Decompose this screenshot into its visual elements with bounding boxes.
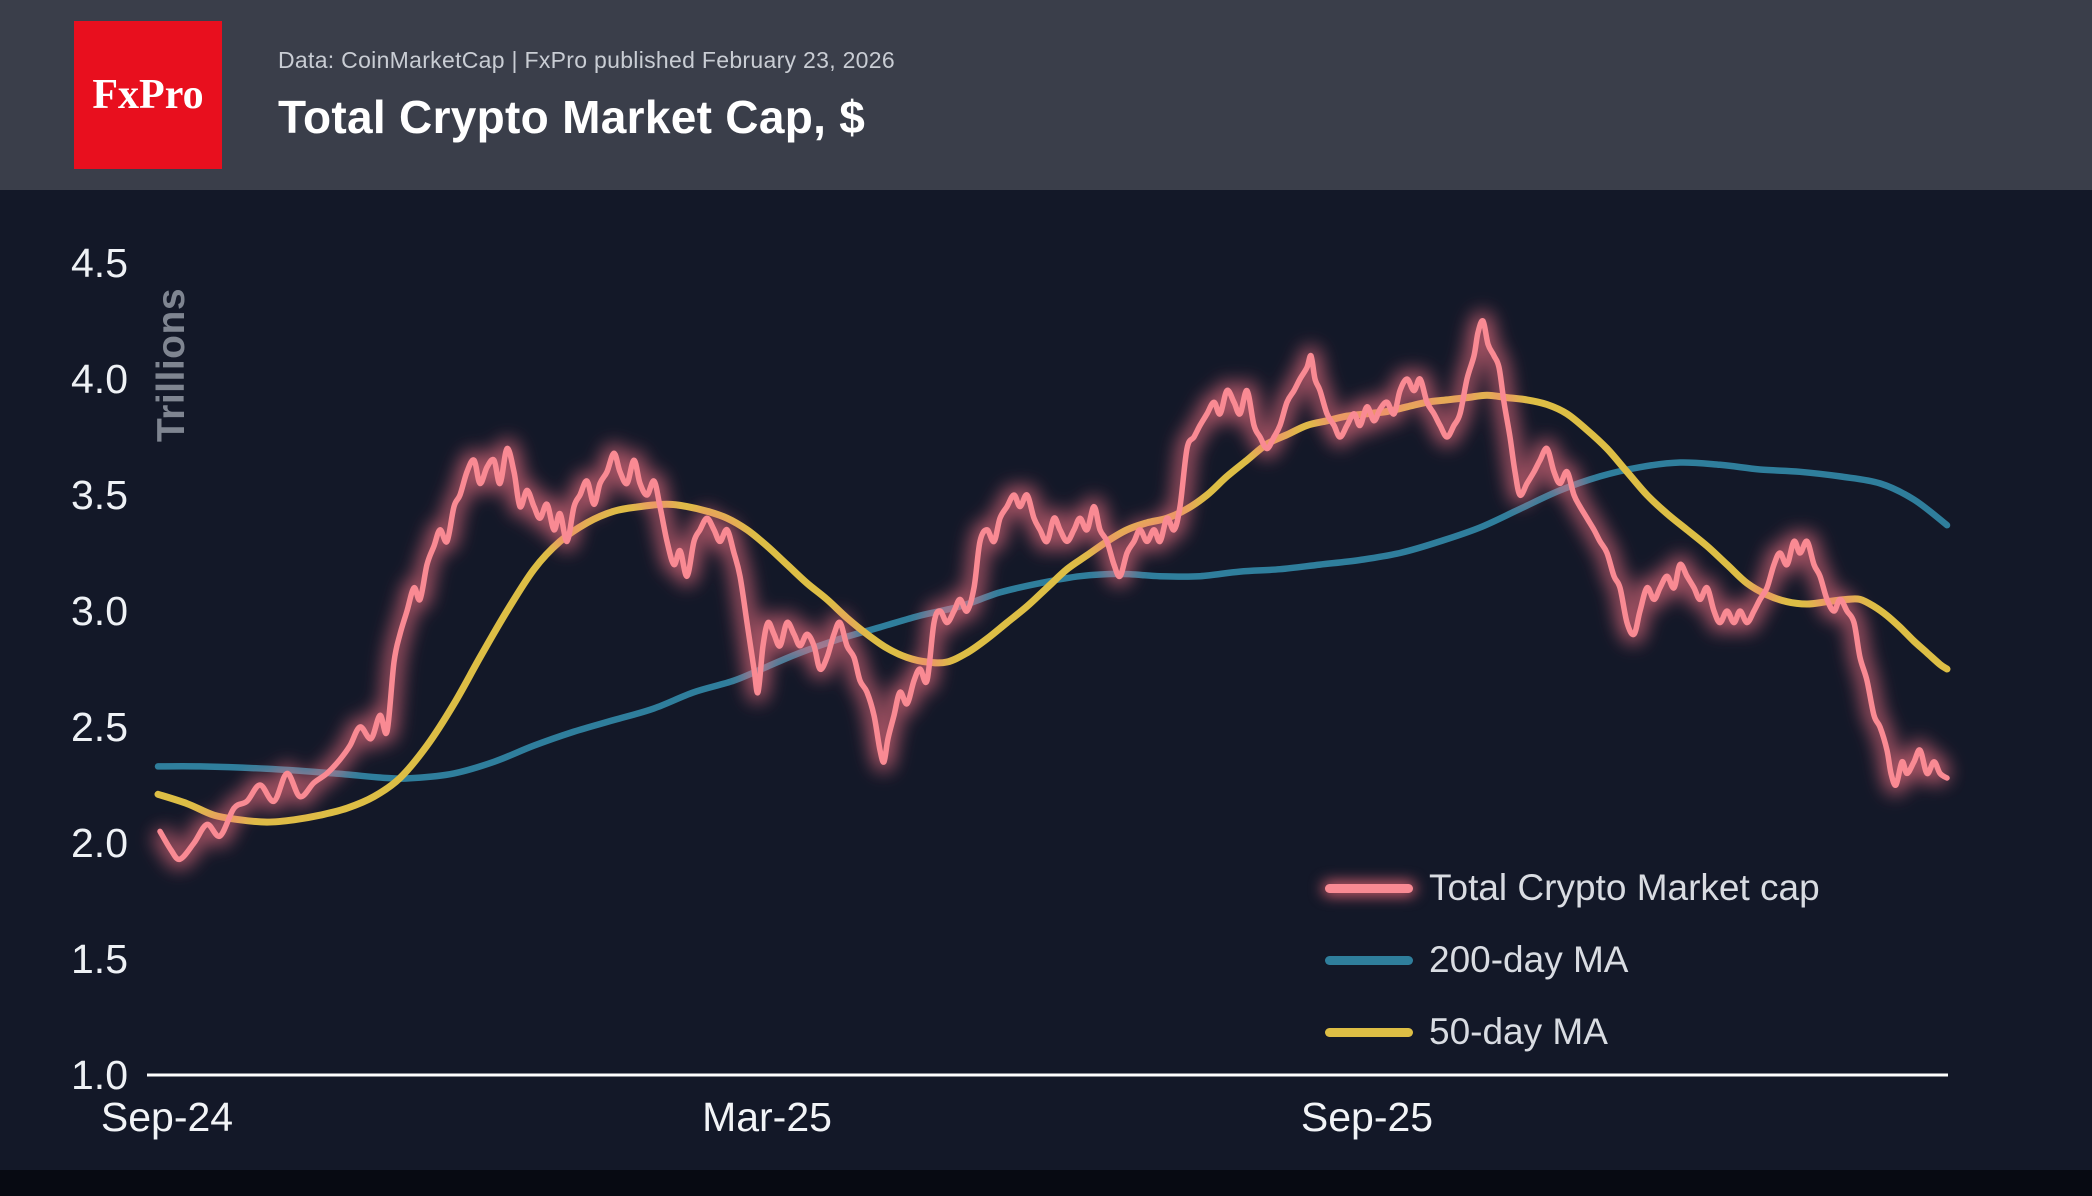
y-tick-label: 1.0 xyxy=(71,1052,128,1098)
y-tick-label: 4.0 xyxy=(71,356,128,402)
series-200day-ma xyxy=(154,459,1951,782)
x-tick-label: Sep-25 xyxy=(1301,1094,1433,1140)
y-tick-label: 4.5 xyxy=(71,240,128,286)
legend-swatch-200day-ma xyxy=(1325,955,1413,965)
legend-label-200day-ma: 200-day MA xyxy=(1429,939,1629,980)
page-title: Total Crypto Market Cap, $ xyxy=(278,90,866,143)
legend-label-market-cap: Total Crypto Market cap xyxy=(1429,867,1820,908)
legend-item-50day-ma: 50-day MA xyxy=(1325,996,1820,1068)
chart-legend: Total Crypto Market cap 200-day MA 50-da… xyxy=(1325,852,1820,1068)
y-tick-label: 2.0 xyxy=(71,820,128,866)
source-attribution: Data: CoinMarketCap | FxPro published Fe… xyxy=(278,46,895,73)
header-bar: FxPro Data: CoinMarketCap | FxPro publis… xyxy=(0,0,2092,190)
legend-item-200day-ma: 200-day MA xyxy=(1325,924,1820,996)
legend-swatch-50day-ma xyxy=(1325,1027,1413,1037)
y-tick-label: 1.5 xyxy=(71,936,128,982)
legend-label-50day-ma: 50-day MA xyxy=(1429,1011,1608,1052)
legend-item-market-cap: Total Crypto Market cap xyxy=(1325,852,1820,924)
y-tick-label: 3.5 xyxy=(71,472,128,518)
chart-area: 4.5 4.0 3.5 3.0 2.5 2.0 1.5 1.0 Sep-24 Mar-25 Sep-… xyxy=(0,190,2092,1196)
x-tick-label: Sep-24 xyxy=(101,1094,233,1140)
fxpro-logo-text: FxPro xyxy=(92,72,204,118)
series-market-cap xyxy=(157,317,1950,863)
footer-strip xyxy=(0,1170,2092,1196)
fxpro-logo: FxPro xyxy=(74,21,222,169)
y-tick-label: 3.0 xyxy=(71,588,128,634)
header-text-block: Data: CoinMarketCap | FxPro published Fe… xyxy=(278,47,895,144)
legend-swatch-market-cap xyxy=(1325,883,1413,893)
y-tick-label: 2.5 xyxy=(71,704,128,750)
y-axis-title: Trillions xyxy=(150,288,193,442)
x-tick-label: Mar-25 xyxy=(702,1094,832,1140)
